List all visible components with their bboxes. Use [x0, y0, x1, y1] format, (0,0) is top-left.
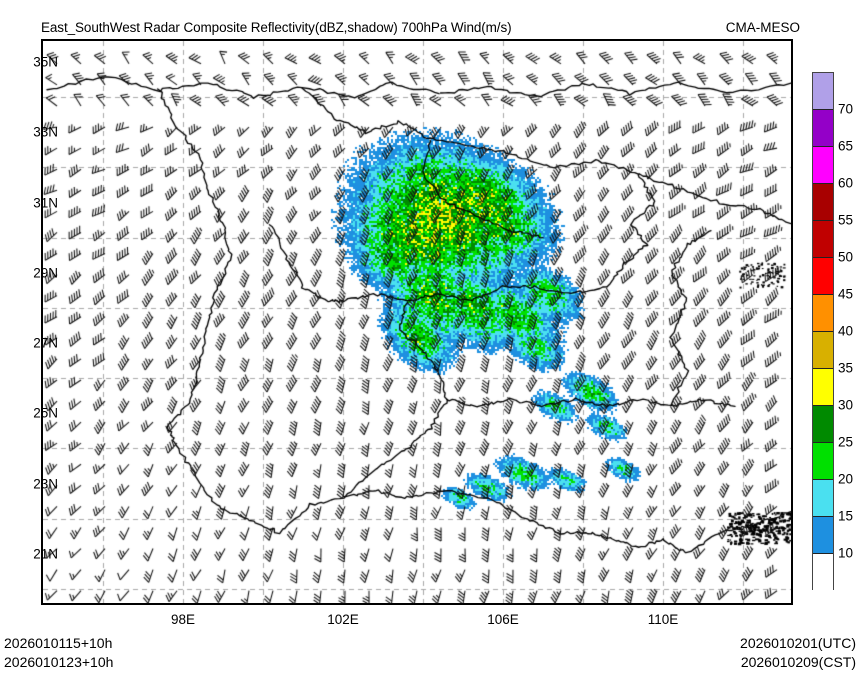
colorbar-cell-55 — [813, 184, 833, 221]
colorbar-cell-30 — [813, 369, 833, 406]
colorbar-tick-55: 55 — [838, 212, 854, 228]
colorbar-tick-70: 70 — [838, 101, 854, 117]
colorbar-tick-65: 65 — [838, 138, 854, 154]
y-tick-25N: 25N — [33, 405, 58, 421]
colorbar-cell-10 — [813, 517, 833, 554]
x-tick-110E: 110E — [647, 612, 679, 627]
colorbar-cell-15 — [813, 480, 833, 517]
y-tick-21N: 21N — [33, 546, 58, 562]
colorbar-tick-40: 40 — [838, 323, 854, 339]
radar-map-canvas — [43, 41, 791, 603]
colorbar-tick-25: 25 — [838, 434, 854, 450]
y-tick-29N: 29N — [33, 265, 58, 281]
colorbar-cell-50 — [813, 221, 833, 258]
colorbar-tick-15: 15 — [838, 508, 854, 524]
colorbar-cell-60 — [813, 147, 833, 184]
colorbar-tick-35: 35 — [838, 360, 854, 376]
y-tick-33N: 33N — [33, 124, 58, 140]
x-tick-106E: 106E — [487, 612, 519, 627]
colorbar-cell-45 — [813, 258, 833, 295]
colorbar-tick-50: 50 — [838, 249, 854, 265]
x-tick-98E: 98E — [170, 612, 196, 627]
reflectivity-colorbar[interactable] — [812, 72, 834, 591]
colorbar-tick-30: 30 — [838, 397, 854, 413]
colorbar-tick-60: 60 — [838, 175, 854, 191]
colorbar-cell-65 — [813, 110, 833, 147]
colorbar-cell-0 — [813, 554, 833, 591]
init-time-cst: 2026010123+10h — [4, 654, 114, 670]
colorbar-cell-70 — [813, 73, 833, 110]
colorbar-cell-40 — [813, 295, 833, 332]
y-tick-35N: 35N — [33, 54, 58, 70]
valid-time-utc: 2026010201(UTC) — [740, 635, 856, 651]
colorbar-tick-20: 20 — [838, 471, 854, 487]
map-plot-area[interactable] — [41, 39, 793, 605]
colorbar-cell-25 — [813, 406, 833, 443]
colorbar-tick-45: 45 — [838, 286, 854, 302]
colorbar-tick-10: 10 — [838, 545, 854, 561]
valid-time-cst: 2026010209(CST) — [740, 654, 856, 670]
init-time-utc: 2026010115+10h — [4, 635, 113, 651]
y-tick-23N: 23N — [33, 476, 58, 492]
colorbar-cell-35 — [813, 332, 833, 369]
page-title: East_SouthWest Radar Composite Reflectiv… — [41, 20, 512, 35]
colorbar-cell-20 — [813, 443, 833, 480]
x-tick-102E: 102E — [327, 612, 359, 627]
y-tick-27N: 27N — [33, 335, 58, 351]
footer-right: 2026010201(UTC) 2026010209(CST) — [740, 634, 856, 672]
y-tick-31N: 31N — [33, 195, 58, 211]
footer-left: 2026010115+10h 2026010123+10h — [4, 634, 113, 672]
model-label: CMA-MESO — [725, 20, 800, 35]
